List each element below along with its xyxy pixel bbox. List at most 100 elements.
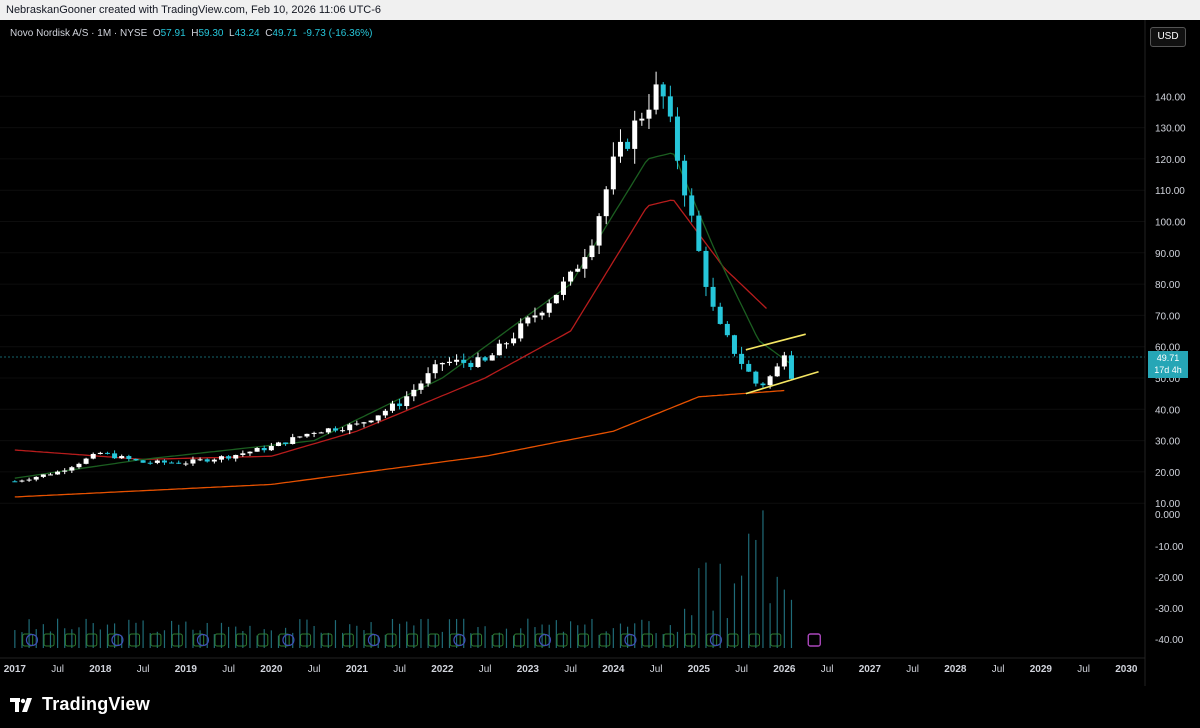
earnings-marker[interactable]: [300, 633, 312, 647]
indicator-tick-label: 0.000: [1155, 510, 1180, 521]
volume-bars: [14, 510, 793, 648]
time-tick-label: Jul: [51, 664, 64, 675]
earnings-marker[interactable]: [577, 633, 589, 647]
ma-mid-path: [14, 199, 767, 461]
earnings-marker[interactable]: [214, 633, 226, 647]
dividend-marker[interactable]: [282, 633, 295, 647]
candle-body: [482, 357, 488, 361]
earnings-marker[interactable]: [364, 633, 376, 647]
currency-button[interactable]: USD: [1150, 27, 1186, 47]
high-label: H: [191, 28, 199, 39]
high-value: 59.30: [198, 28, 224, 39]
candle-body: [781, 355, 787, 367]
candle-body: [753, 371, 759, 384]
earnings-marker[interactable]: [620, 633, 632, 647]
candle-body: [639, 118, 645, 121]
candle-body: [183, 463, 189, 465]
earnings-marker[interactable]: [535, 633, 547, 647]
earnings-marker[interactable]: [22, 633, 34, 647]
candle-body: [489, 355, 495, 361]
earnings-marker[interactable]: [129, 633, 141, 647]
earnings-marker[interactable]: [727, 633, 739, 647]
candle-body: [304, 433, 310, 437]
symbol-name: Novo Nordisk A/S · 1M · NYSE: [10, 28, 148, 39]
candle-body: [532, 315, 538, 318]
candle-body: [297, 436, 303, 438]
earnings-marker[interactable]: [150, 633, 162, 647]
earnings-marker[interactable]: [599, 633, 611, 647]
earnings-marker[interactable]: [706, 633, 718, 647]
earnings-marker[interactable]: [449, 633, 461, 647]
candle-body: [97, 452, 103, 454]
time-tick-label: 2029: [1030, 664, 1053, 675]
candle-body: [710, 286, 716, 307]
last-price-tag: 49.71 17d 4h: [1148, 351, 1188, 378]
candle-body: [468, 362, 474, 367]
time-axis[interactable]: 2017 Jul 2018 Jul 2019 Jul 2020 Jul 2021 Jul 2022 J…: [4, 664, 1138, 675]
earnings-marker[interactable]: [257, 633, 269, 647]
dividend-marker[interactable]: [624, 633, 637, 647]
dividend-marker[interactable]: [196, 633, 210, 647]
earnings-marker[interactable]: [684, 633, 696, 647]
earnings-marker[interactable]: [770, 633, 782, 647]
time-tick-label: 2027: [859, 664, 882, 675]
candle-body: [26, 479, 32, 481]
earnings-marker[interactable]: [278, 633, 290, 647]
time-tick-label: 2025: [688, 664, 711, 675]
earnings-marker[interactable]: [193, 633, 205, 647]
candle-body: [724, 323, 730, 336]
candle-body: [596, 216, 602, 246]
earnings-marker[interactable]: [235, 633, 247, 647]
earnings-marker[interactable]: [107, 633, 119, 647]
earnings-marker[interactable]: [385, 633, 397, 647]
price-chart[interactable]: 140.00 130.00 120.00 110.00 100.00 90.00 80.00…: [0, 20, 1200, 686]
candle-body: [610, 156, 616, 190]
credit-bar: NebraskanGooner created with TradingView…: [0, 0, 1200, 20]
dividend-marker[interactable]: [709, 633, 723, 647]
earnings-marker[interactable]: [86, 633, 98, 647]
earnings-marker[interactable]: [406, 633, 418, 647]
dividend-marker[interactable]: [538, 633, 552, 647]
candle-body: [318, 432, 324, 434]
dividend-marker[interactable]: [453, 633, 466, 647]
candle-body: [361, 422, 367, 424]
earnings-marker[interactable]: [663, 633, 675, 647]
time-tick-label: 2018: [89, 664, 112, 675]
earnings-marker[interactable]: [556, 633, 568, 647]
price-axis[interactable]: 140.00 130.00 120.00 110.00 100.00 90.00 80.00…: [1155, 92, 1186, 646]
time-tick-label: Jul: [479, 664, 492, 675]
price-tick-label: 50.00: [1155, 374, 1180, 385]
earnings-marker[interactable]: [748, 633, 760, 647]
candle-body: [140, 460, 146, 463]
candle-body: [368, 420, 374, 423]
candle-body: [311, 432, 317, 434]
candle-body: [90, 453, 96, 459]
candle-body: [247, 451, 253, 454]
dividend-marker[interactable]: [25, 633, 39, 647]
tradingview-logo[interactable]: TradingView: [10, 694, 150, 715]
candle-body: [553, 294, 559, 304]
dividend-marker[interactable]: [367, 633, 381, 647]
earnings-marker[interactable]: [321, 633, 333, 647]
dividend-marker[interactable]: [111, 633, 124, 647]
time-tick-label: Jul: [308, 664, 321, 675]
earnings-marker[interactable]: [342, 633, 354, 647]
earnings-marker[interactable]: [428, 633, 440, 647]
upcoming-earnings-marker[interactable]: [807, 633, 821, 647]
earnings-marker[interactable]: [43, 633, 55, 647]
earnings-marker[interactable]: [471, 633, 483, 647]
candle-body: [104, 452, 110, 454]
candle-body: [689, 195, 695, 216]
earnings-marker[interactable]: [171, 633, 183, 647]
earnings-marker[interactable]: [513, 633, 525, 647]
ma-long-path: [14, 389, 785, 498]
time-tick-label: 2023: [517, 664, 540, 675]
open-value: 57.91: [160, 28, 186, 39]
earnings-marker[interactable]: [64, 633, 76, 647]
candle-body: [767, 376, 773, 386]
candle-body: [731, 335, 737, 354]
earnings-marker[interactable]: [642, 633, 654, 647]
candle-body: [389, 403, 395, 411]
earnings-marker[interactable]: [492, 633, 504, 647]
candle-body: [261, 447, 267, 451]
